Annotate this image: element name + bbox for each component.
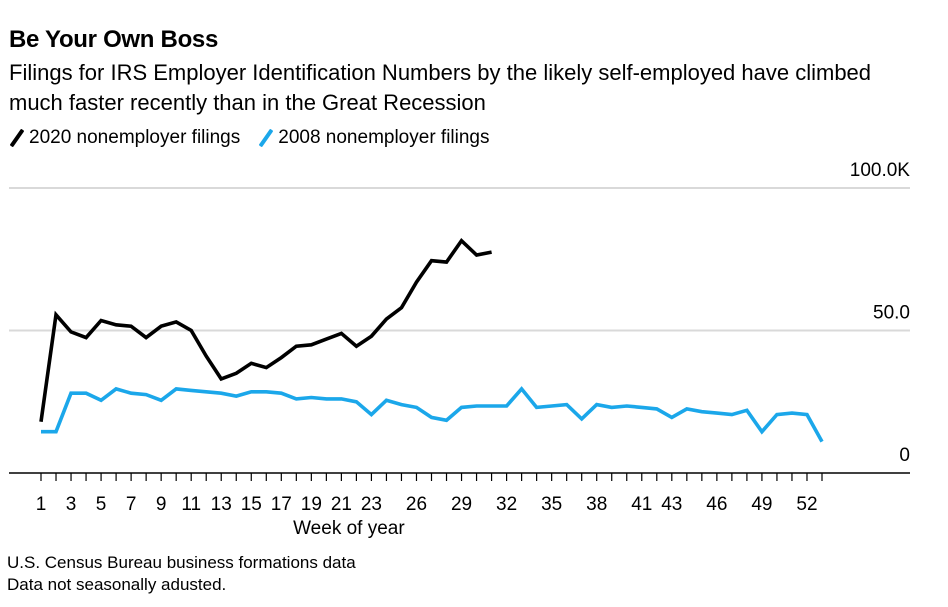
x-tick-label: 43 [661, 494, 682, 515]
x-tick-label: 19 [301, 494, 322, 515]
legend-item-2008: 2008 nonemployer filings [258, 127, 490, 149]
series-2020-line [39, 237, 492, 422]
x-tick-label: 3 [66, 494, 77, 515]
y-tick-label: 0 [899, 445, 910, 466]
x-tick-label: 13 [211, 494, 232, 515]
legend-label-2020: 2020 nonemployer filings [29, 127, 241, 148]
x-tick-label: 46 [706, 494, 727, 515]
chart-subtitle: Filings for IRS Employer Identification … [9, 60, 872, 115]
legend-label-2008: 2008 nonemployer filings [278, 127, 490, 148]
footnote: Data not seasonally adusted. [7, 575, 227, 594]
x-tick-label: 7 [126, 494, 137, 515]
x-tick-label: 32 [496, 494, 517, 515]
x-tick-label: 11 [181, 494, 201, 515]
x-tick-label: 5 [96, 494, 107, 515]
series-2008-line [41, 386, 824, 443]
x-axis-title: Week of year [293, 518, 405, 539]
x-tick-label: 26 [406, 494, 427, 515]
x-tick-label: 49 [751, 494, 772, 515]
x-tick-label: 1 [36, 494, 47, 515]
x-tick-label: 29 [451, 494, 472, 515]
x-tick-label: 41 [631, 494, 652, 515]
y-tick-label: 100.0K [850, 160, 911, 181]
x-tick-label: 21 [331, 494, 352, 515]
x-tick-label: 9 [156, 494, 167, 515]
x-tick-label: 17 [271, 494, 292, 515]
legend-item-2020: 2020 nonemployer filings [9, 127, 240, 149]
x-tick-label: 35 [541, 494, 562, 515]
x-tick-label: 15 [241, 494, 262, 515]
y-tick-label: 50.0 [873, 303, 910, 324]
x-tick-label: 38 [586, 494, 607, 515]
x-tick-label: 23 [361, 494, 382, 515]
x-tick-label: 52 [796, 494, 817, 515]
source-note: U.S. Census Bureau business formations d… [7, 553, 356, 572]
chart-title: Be Your Own Boss [9, 26, 219, 53]
legend: 2020 nonemployer filings 2008 nonemploye… [9, 127, 508, 149]
